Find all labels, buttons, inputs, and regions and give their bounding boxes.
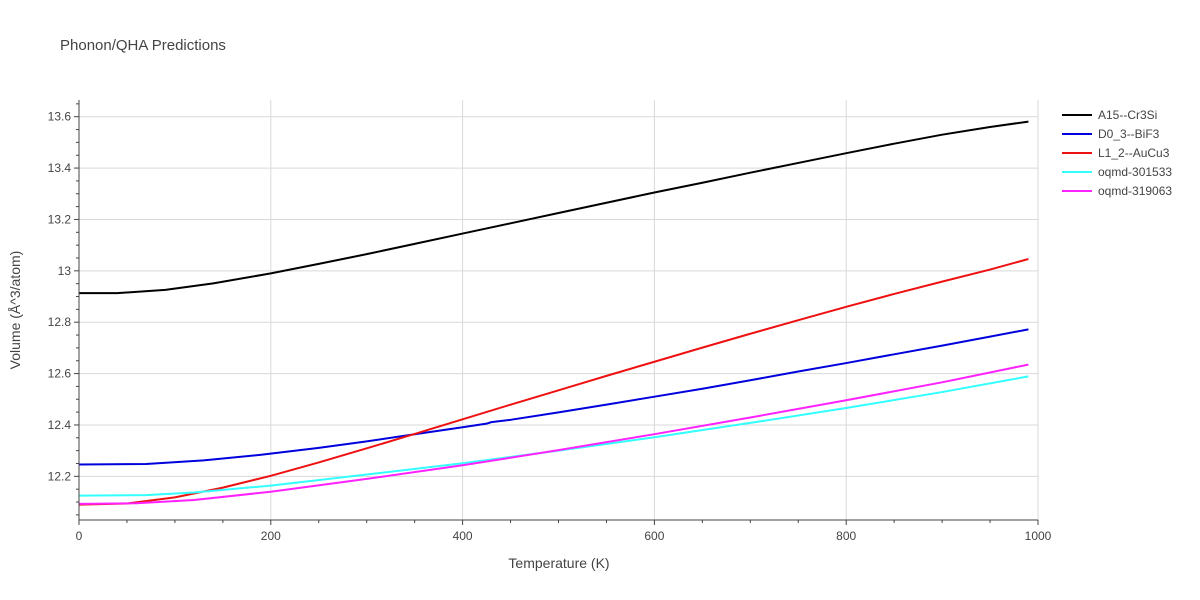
y-axis-ticks: 12.2 12.4 12.6 12.8 13 13.2 13.4 13.6 [48,110,72,484]
x-tick-label: 400 [453,529,473,543]
series-lines [78,120,1029,506]
legend-item[interactable]: L1_2--AuCu3 [1062,146,1170,160]
y-tick-label: 12.2 [48,469,72,483]
y-tick-label: 13.2 [48,212,72,226]
legend-item[interactable]: oqmd-301533 [1062,165,1172,179]
axes [74,100,1039,525]
legend-item[interactable]: D0_3--BiF3 [1062,127,1160,141]
x-tick-label: 0 [76,529,83,543]
chart-title: Phonon/QHA Predictions [60,37,226,54]
y-axis-title: Volume (Å^3/atom) [7,251,23,370]
y-tick-label: 13 [58,264,72,278]
legend-label: D0_3--BiF3 [1098,127,1160,141]
x-tick-label: 200 [261,529,281,543]
legend-label: A15--Cr3Si [1098,108,1157,122]
y-tick-label: 12.6 [48,367,72,381]
y-tick-label: 12.8 [48,315,72,329]
legend-item[interactable]: oqmd-319063 [1062,184,1172,198]
x-tick-label: 800 [836,529,856,543]
y-tick-label: 13.6 [48,110,72,124]
x-axis-ticks: 0 200 400 600 800 1000 [76,529,1052,543]
x-tick-label: 600 [644,529,664,543]
y-tick-label: 13.4 [48,161,72,175]
series-line-3 [78,258,1029,506]
series-line-2 [78,328,1029,466]
grid [79,100,1039,520]
legend-label: L1_2--AuCu3 [1098,146,1170,160]
legend-label: oqmd-319063 [1098,184,1172,198]
legend[interactable]: A15--Cr3Si D0_3--BiF3 L1_2--AuCu3 oqmd-3015… [1062,108,1172,198]
series-line-5 [78,363,1029,505]
legend-label: oqmd-301533 [1098,165,1172,179]
legend-item[interactable]: A15--Cr3Si [1062,108,1157,122]
series-line-4 [78,375,1029,497]
x-tick-label: 1000 [1025,529,1052,543]
series-line-1 [79,120,1029,295]
y-tick-label: 12.4 [48,418,72,432]
x-axis-title: Temperature (K) [508,555,609,571]
